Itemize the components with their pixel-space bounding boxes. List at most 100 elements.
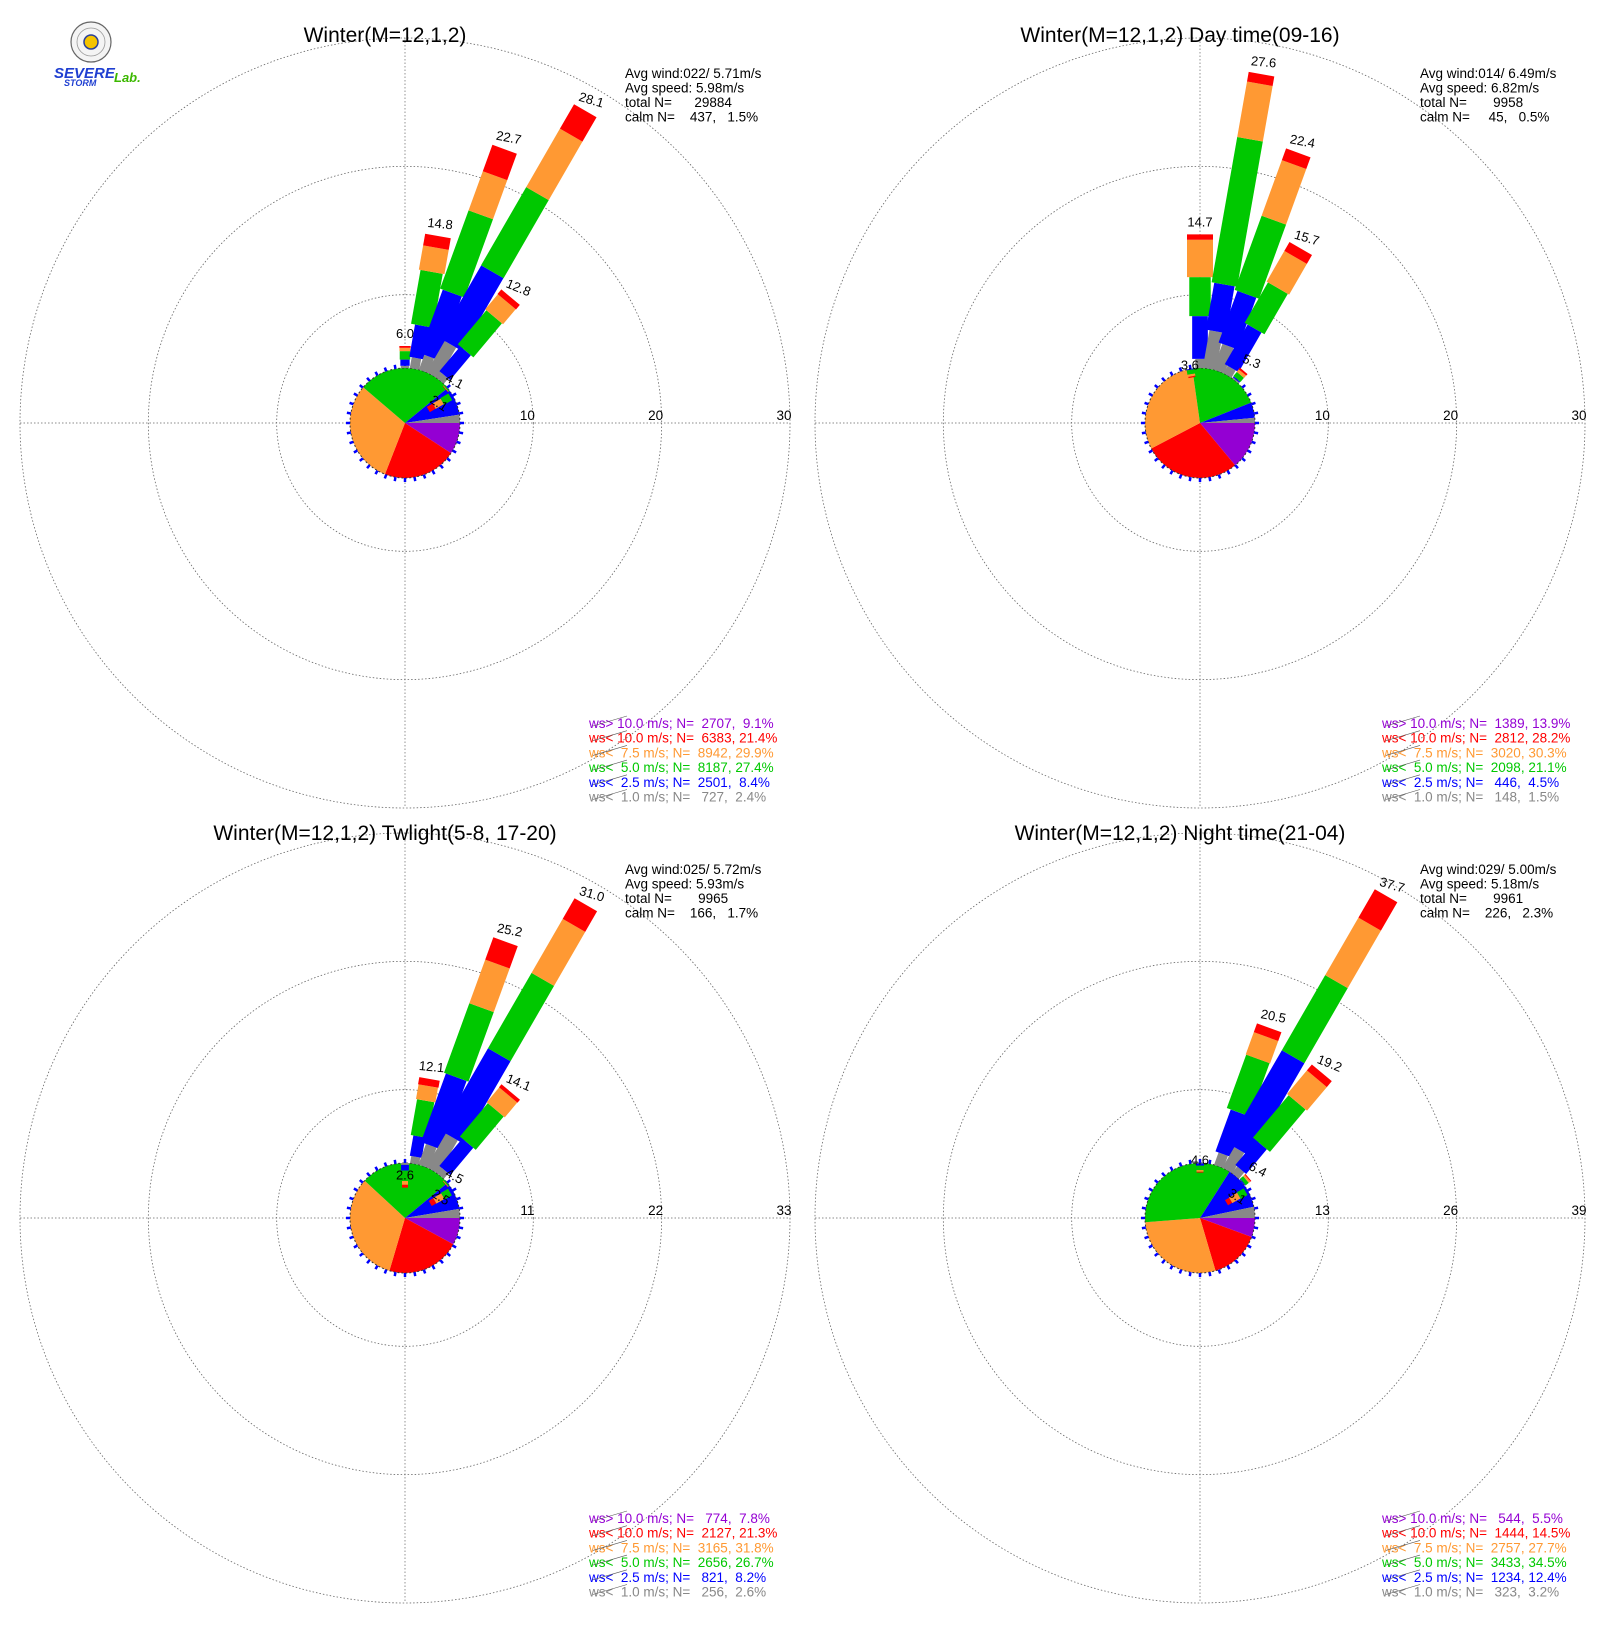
bar-segment-lt25: [440, 1048, 511, 1144]
bar-segment-lt25: [401, 1164, 409, 1171]
legend-swatch-line: [1385, 715, 1421, 727]
pie-slice-gt10: [405, 1218, 460, 1245]
bar-segment-lt10: [399, 346, 411, 348]
bar-segment-lt10: [1358, 889, 1398, 931]
dir-stub: [1178, 367, 1183, 372]
stat-calm: calm N= 226, 2.3%: [1420, 906, 1553, 921]
pie-slice-lt25: [1200, 402, 1255, 423]
bar-segment-lt5: [1211, 137, 1263, 287]
ring-label-3: 39: [1571, 1203, 1586, 1218]
bar-segment-lt10: [1188, 375, 1196, 379]
dir-stub: [1253, 1226, 1259, 1230]
bar-segment-lt75: [443, 385, 449, 392]
bar-dir-40: 19.2: [1231, 1051, 1344, 1179]
legend-swatch-line: [1385, 1525, 1421, 1536]
bar-segment-lt5: [1281, 975, 1348, 1064]
pie-slice-lt75: [1145, 1218, 1216, 1273]
legend-swatch-line: [1385, 730, 1421, 741]
bar-segment-lt25: [420, 1073, 467, 1150]
dir-stub: [1141, 411, 1147, 415]
bar-segment-lt75: [1196, 1170, 1204, 1172]
bar-segment-lt75: [1261, 160, 1307, 225]
bar-dir-40: 14.1: [436, 1071, 533, 1179]
dir-stub: [374, 1166, 379, 1171]
bar-segment-lt75: [485, 294, 516, 325]
dir-stub: [1253, 431, 1259, 435]
bar-segment-lt25: [1195, 1163, 1205, 1166]
dir-stub: [393, 364, 397, 370]
bar-label-10: 14.8: [427, 215, 454, 232]
bar-segment-lt10: [423, 233, 451, 250]
bar-label-20: 22.4: [1289, 131, 1317, 151]
bar-dir-0: 14.7: [1187, 214, 1213, 368]
legend-swatch-line: [592, 1510, 628, 1522]
bar-segment-lt75: [1325, 917, 1381, 989]
pie-slice-lt1: [1200, 417, 1256, 423]
windrose-panel-1: 10 20 30 6.0 14.8 22.7 28.1 12.84.12.1 Winter(M=…: [19, 24, 792, 809]
panel-title: Winter(M=12,1,2): [304, 24, 467, 47]
bar-segment-lt25: [419, 289, 462, 361]
bar-segment-lt25: [1228, 1050, 1305, 1157]
ring-label-1: 11: [520, 1203, 534, 1218]
bar-segment-lt75: [1228, 1192, 1241, 1204]
legend-swatch-line: [592, 715, 628, 727]
bar-segment-lt1: [444, 1179, 450, 1186]
bar-segment-lt10: [426, 403, 436, 413]
dir-stub: [446, 457, 452, 462]
bar-label-0: 2.6: [396, 1168, 414, 1183]
bar-segment-lt25: [1186, 368, 1195, 371]
pie-slice-lt1: [405, 1208, 460, 1218]
bar-segment-lt10: [442, 1181, 448, 1188]
pie-slice-lt1: [405, 414, 460, 423]
bar-segment-lt10: [1244, 1173, 1252, 1182]
bar-label-30: 28.1: [577, 89, 606, 111]
dir-stub: [1169, 1265, 1174, 1270]
bar-segment-lt5: [1189, 277, 1211, 317]
legend-entry-lt25: ws< 2.5 m/s; N= 1234, 12.4%: [1381, 1570, 1567, 1585]
dir-stub: [422, 474, 427, 479]
bar-segment-lt25: [400, 359, 410, 366]
bar-dir-50: 4.5: [442, 1165, 466, 1188]
windrose-panel-4: 13 26 39 4.6 20.5 37.7 19.26.4 3.1 Winter(M=12,1…: [814, 822, 1587, 1604]
legend-swatch-line: [1385, 774, 1421, 786]
dir-stub: [1141, 431, 1147, 435]
bar-segment-lt75: [402, 1181, 408, 1185]
bar-segment-lt10: [482, 144, 517, 181]
bar-dir-50: 6.4: [1239, 1158, 1269, 1186]
legend-entry-lt1: ws< 1.0 m/s; N= 148, 1.5%: [1381, 790, 1559, 805]
bar-label-10: 27.6: [1250, 53, 1277, 70]
dir-stub: [458, 431, 464, 435]
dir-stub: [358, 1179, 364, 1184]
dir-stub: [1161, 464, 1166, 470]
pie-slice-lt5: [363, 368, 448, 423]
bar-segment-lt25: [444, 384, 450, 391]
bar-label-30: 37.7: [1378, 874, 1407, 896]
bar-label-20: 20.5: [1260, 1006, 1288, 1026]
legend-swatch-line: [592, 745, 628, 756]
bar-segment-lt75: [442, 1180, 449, 1188]
bar-segment-lt25: [439, 1138, 474, 1176]
bar-segment-lt75: [1236, 369, 1247, 378]
bar-segment-lt5: [440, 1188, 452, 1200]
bar-segment-lt1: [400, 1163, 410, 1165]
pie-slice-lt75: [350, 387, 405, 475]
bar-segment-lt10: [485, 937, 518, 969]
legend-swatch-line: [592, 1584, 628, 1595]
bar-dir-30: 28.1: [426, 89, 606, 379]
dir-stub: [1188, 1271, 1192, 1277]
panel-title: Winter(M=12,1,2) Night time(21-04): [1015, 822, 1346, 845]
bar-segment-lt10: [559, 104, 597, 142]
pie-slice-lt10: [384, 423, 452, 478]
ring-label-2: 26: [1443, 1203, 1458, 1218]
legend-entry-lt10: ws< 10.0 m/s; N= 2127, 21.3%: [588, 1526, 777, 1541]
bar-segment-lt25: [444, 1179, 450, 1186]
bar-dir-20: 20.5: [1214, 1006, 1288, 1169]
legend-entry-lt25: ws< 2.5 m/s; N= 2501, 8.4%: [588, 775, 770, 790]
bar-segment-lt5: [444, 1003, 494, 1082]
bar-segment-lt10: [1187, 234, 1213, 240]
legend-swatch-line: [592, 774, 628, 786]
bar-dir-60: 3.1: [1225, 1185, 1250, 1207]
windrose-panel-3: 11 22 33 2.6 12.1 25.2 31.0 14.14.52.5 Winter(M=…: [19, 822, 792, 1604]
stat-total: total N= 9965: [625, 891, 728, 906]
